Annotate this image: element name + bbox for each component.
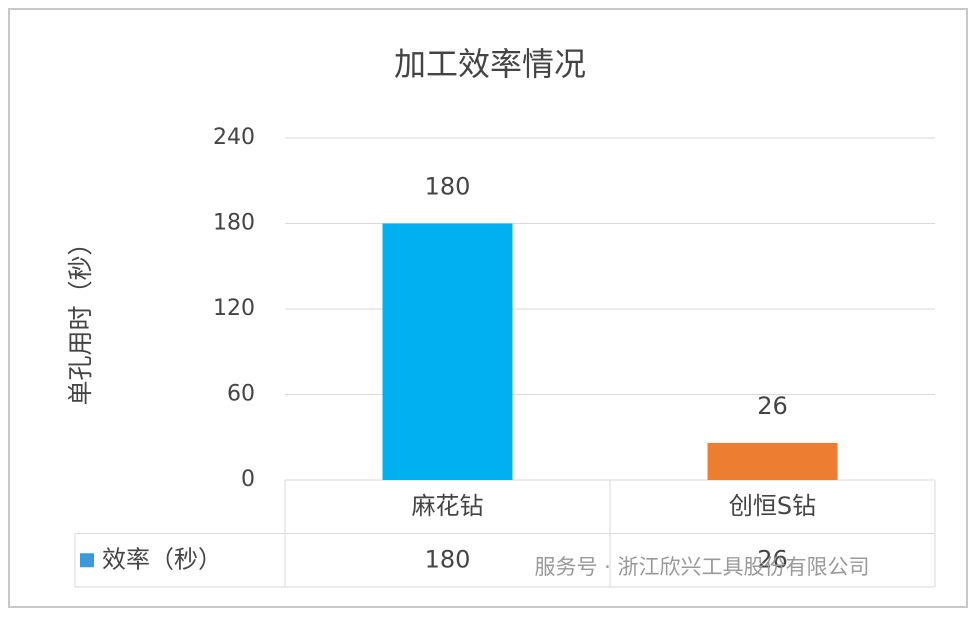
- y-tick-label: 120: [213, 296, 255, 321]
- legend-label: 效率（秒）: [102, 545, 222, 573]
- y-tick-label: 0: [241, 467, 255, 492]
- watermark: 服务号 · 浙江欣兴工具股份有限公司: [534, 555, 869, 579]
- bar: [707, 442, 838, 480]
- legend-key: [80, 553, 94, 568]
- data-label: 180: [425, 173, 471, 201]
- table-value: 26: [757, 545, 788, 573]
- x-tick-label: 创恒S钻: [729, 492, 816, 520]
- x-tick-label: 麻花钻: [412, 492, 484, 520]
- bar: [382, 223, 513, 480]
- data-label: 26: [757, 392, 788, 420]
- table-value: 180: [425, 545, 471, 573]
- y-axis-label: 单孔用时（秒）: [66, 230, 95, 405]
- chart-title: 加工效率情况: [394, 45, 586, 83]
- y-tick-label: 180: [213, 211, 255, 236]
- y-tick-label: 60: [227, 382, 255, 407]
- y-tick-label: 240: [213, 125, 255, 150]
